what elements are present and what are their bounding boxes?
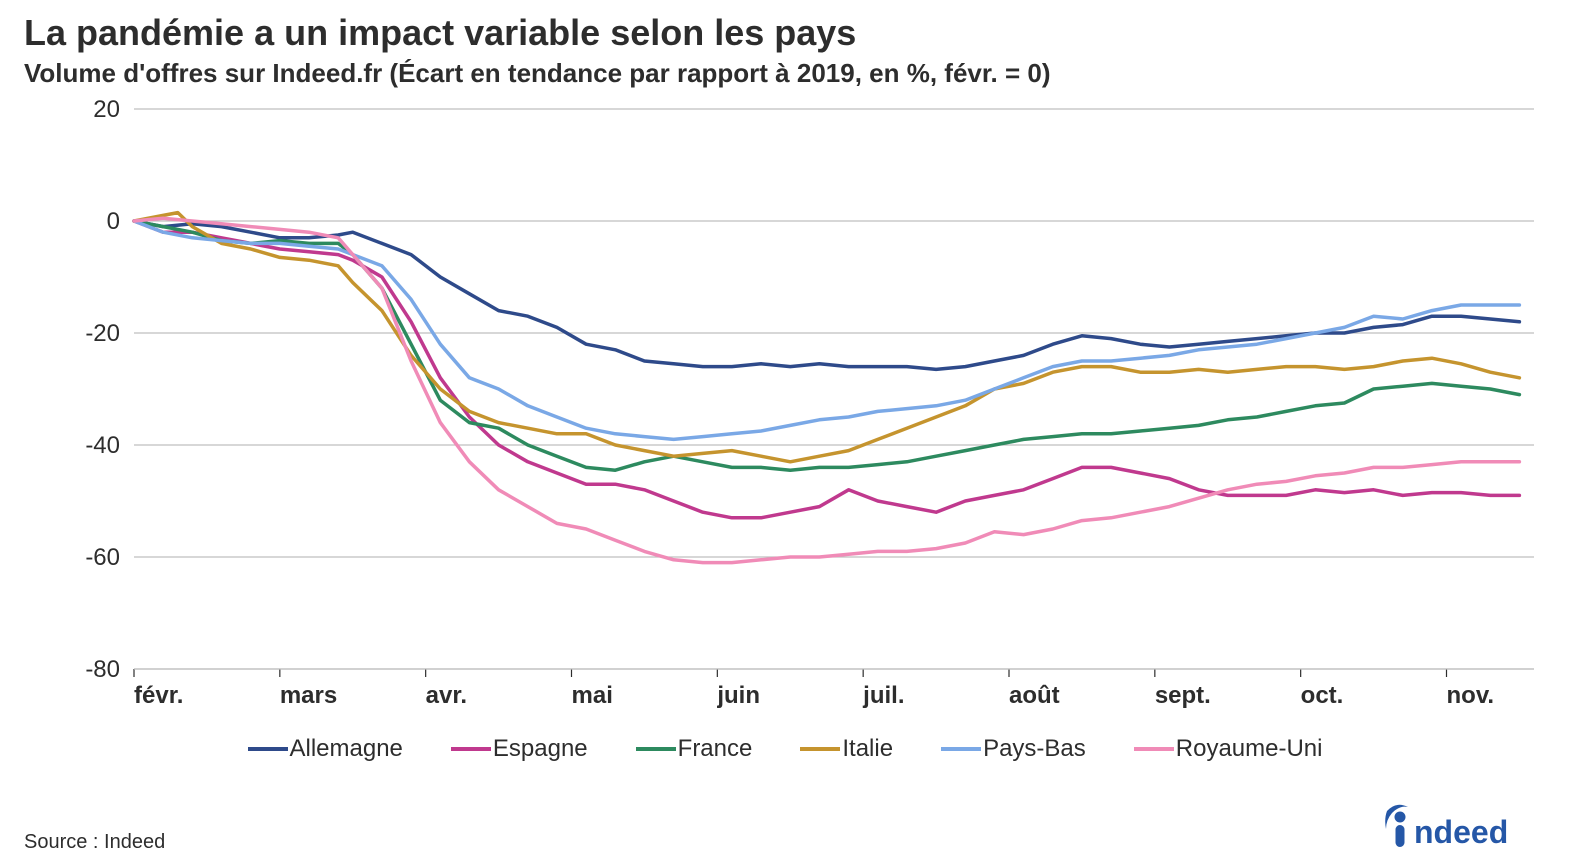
line-chart-svg: 20 0 -20 -40 -60 -80 févr. mars avr. mai juin juil.… bbox=[24, 99, 1554, 719]
legend-item: Pays-Bas bbox=[941, 735, 1086, 763]
legend-item: Royaume-Uni bbox=[1134, 735, 1323, 763]
indeed-logo: ndeed bbox=[1380, 803, 1530, 858]
x-tick-label: mai bbox=[572, 682, 613, 709]
x-tick-label: févr. bbox=[134, 682, 183, 709]
legend-swatch bbox=[941, 747, 981, 751]
legend-label: Pays-Bas bbox=[983, 735, 1086, 763]
x-tick-label: nov. bbox=[1447, 682, 1495, 709]
plot-area: 20 0 -20 -40 -60 -80 févr. mars avr. mai juin juil.… bbox=[24, 99, 1546, 719]
legend-label: Allemagne bbox=[290, 735, 403, 763]
legend-label: France bbox=[678, 735, 753, 763]
legend-swatch bbox=[800, 747, 840, 751]
series-line-espagne bbox=[134, 221, 1519, 518]
legend-swatch bbox=[636, 747, 676, 751]
legend: Allemagne Espagne France Italie Pays-Bas Roya… bbox=[24, 735, 1546, 763]
y-tick-label: -40 bbox=[85, 432, 120, 459]
x-tick-label: mars bbox=[280, 682, 337, 709]
x-tick-label: août bbox=[1009, 682, 1060, 709]
svg-text:ndeed: ndeed bbox=[1414, 814, 1508, 850]
legend-swatch bbox=[451, 747, 491, 751]
series-line-france bbox=[134, 221, 1519, 470]
chart-subtitle: Volume d'offres sur Indeed.fr (Écart en … bbox=[24, 58, 1546, 89]
y-tick-label: -60 bbox=[85, 544, 120, 571]
x-tick-label: juin bbox=[716, 682, 760, 709]
legend-item: Espagne bbox=[451, 735, 588, 763]
y-tick-label: -80 bbox=[85, 656, 120, 683]
y-tick-label: 20 bbox=[93, 99, 120, 123]
legend-swatch bbox=[1134, 747, 1174, 751]
legend-label: Espagne bbox=[493, 735, 588, 763]
legend-label: Italie bbox=[842, 735, 893, 763]
legend-swatch bbox=[248, 747, 288, 751]
x-tick-label: avr. bbox=[426, 682, 467, 709]
chart-title: La pandémie a un impact variable selon l… bbox=[24, 12, 1546, 54]
chart-container: La pandémie a un impact variable selon l… bbox=[0, 0, 1570, 868]
y-tick-label: 0 bbox=[107, 208, 120, 235]
legend-item: Italie bbox=[800, 735, 893, 763]
x-tick-label: juil. bbox=[862, 682, 904, 709]
x-tick-label: sept. bbox=[1155, 682, 1211, 709]
legend-item: France bbox=[636, 735, 753, 763]
x-tick-label: oct. bbox=[1301, 682, 1344, 709]
y-tick-label: -20 bbox=[85, 320, 120, 347]
source-label: Source : Indeed bbox=[24, 831, 165, 854]
legend-label: Royaume-Uni bbox=[1176, 735, 1323, 763]
legend-item: Allemagne bbox=[248, 735, 403, 763]
